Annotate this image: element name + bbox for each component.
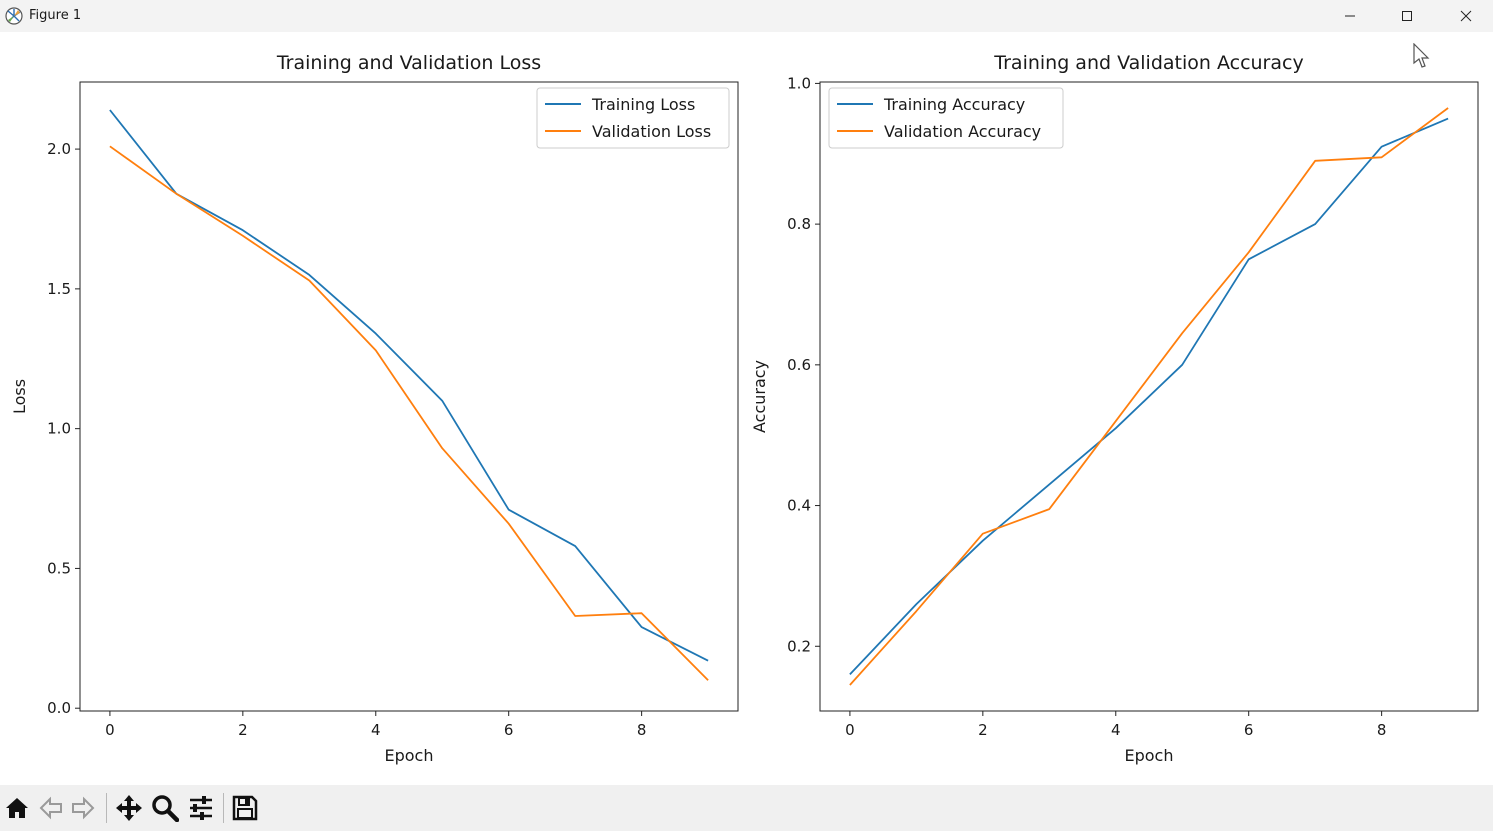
home-icon (6, 798, 28, 818)
minimize-button[interactable] (1327, 0, 1373, 32)
y-tick-label: 0.4 (787, 497, 811, 515)
configure-subplots-button[interactable] (186, 793, 216, 823)
loss-chart: Training and Validation Loss 0 2 4 6 8 0.0 0.5 1… (10, 52, 739, 765)
training-series-line (849, 117, 1449, 676)
chart-title: Training and Validation Accuracy (993, 52, 1303, 74)
x-tick-label: 8 (637, 721, 647, 739)
forward-arrow-icon (72, 796, 95, 820)
back-button[interactable] (36, 793, 66, 823)
mouse-cursor-icon (1413, 43, 1430, 68)
y-tick-label: 1.5 (47, 280, 71, 298)
y-axis-label: Accuracy (750, 360, 769, 433)
legend-entry: Training Loss (591, 95, 695, 114)
y-tick-label: 0.0 (47, 699, 71, 717)
zoom-button[interactable] (150, 793, 180, 823)
chart-title: Training and Validation Loss (276, 52, 541, 74)
x-axis-label: Epoch (385, 746, 434, 765)
y-tick-label: 0.5 (47, 559, 71, 577)
figure-canvas[interactable]: Training and Validation Loss 0 2 4 6 8 0.0 0.5 1… (0, 32, 1493, 785)
legend-entry: Validation Accuracy (884, 122, 1041, 141)
legend-entry: Training Accuracy (883, 95, 1025, 114)
configure-subplots-icon (190, 796, 212, 820)
y-tick-label: 0.2 (787, 637, 811, 655)
x-tick-label: 6 (504, 721, 514, 739)
zoom-magnifier-icon (152, 795, 179, 822)
y-tick-label: 0.8 (787, 215, 811, 233)
minimize-icon (1345, 15, 1355, 17)
window-title: Figure 1 (29, 8, 82, 23)
legend-box (536, 87, 730, 149)
save-floppy-icon (232, 795, 258, 821)
legend-box (828, 87, 1064, 149)
x-tick-label: 4 (1111, 721, 1121, 739)
close-icon (1460, 10, 1472, 22)
x-tick-label: 0 (845, 721, 855, 739)
home-button[interactable] (2, 793, 32, 823)
x-tick-label: 8 (1377, 721, 1387, 739)
y-tick-label: 1.0 (787, 74, 811, 92)
close-button[interactable] (1443, 0, 1489, 32)
matplotlib-app-icon (5, 7, 23, 25)
title-bar[interactable]: Figure 1 (0, 0, 1493, 32)
navigation-toolbar (0, 785, 1493, 831)
validation-series-line (849, 107, 1449, 686)
maximize-button[interactable] (1384, 0, 1430, 32)
x-tick-label: 2 (238, 721, 248, 739)
axes-frame (79, 81, 739, 712)
maximize-icon (1402, 11, 1412, 21)
back-arrow-icon (39, 796, 62, 820)
toolbar-separator (223, 793, 224, 823)
x-tick-label: 0 (105, 721, 115, 739)
y-axis-label: Loss (10, 379, 29, 414)
legend-entry: Validation Loss (592, 122, 711, 141)
validation-series-line (109, 145, 709, 681)
x-axis-label: Epoch (1125, 746, 1174, 765)
forward-button[interactable] (68, 793, 98, 823)
x-tick-label: 2 (978, 721, 988, 739)
x-tick-label: 4 (371, 721, 381, 739)
pan-button[interactable] (114, 793, 144, 823)
accuracy-chart: Training and Validation Accuracy 0 2 4 6 8 0.2… (750, 52, 1479, 765)
pan-move-icon (116, 795, 142, 821)
y-tick-label: 0.6 (787, 356, 811, 374)
training-series-line (109, 109, 709, 662)
y-tick-label: 1.0 (47, 420, 71, 438)
figure-svg: Training and Validation Loss 0 2 4 6 8 0.0 0.5 1… (10, 52, 1479, 765)
x-tick-label: 6 (1244, 721, 1254, 739)
axes-frame (819, 81, 1479, 712)
save-button[interactable] (230, 793, 260, 823)
toolbar-separator (106, 793, 107, 823)
y-tick-label: 2.0 (47, 140, 71, 158)
